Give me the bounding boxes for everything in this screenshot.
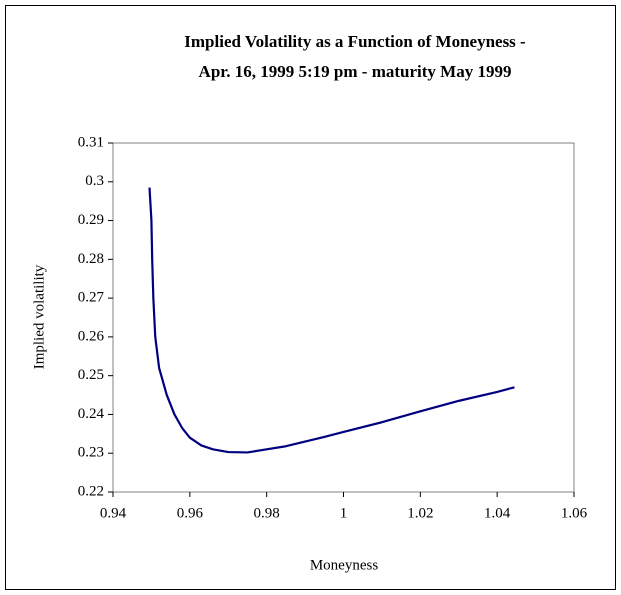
y-tick-label: 0.27: [78, 290, 105, 306]
y-tick-label: 0.24: [78, 406, 105, 422]
x-tick-label: 1: [340, 505, 348, 521]
x-tick-label: 1.06: [561, 505, 588, 521]
y-tick-label: 0.22: [78, 483, 104, 499]
x-tick-label: 1.04: [484, 505, 511, 521]
x-tick-label: 0.96: [177, 505, 204, 521]
y-tick-label: 0.28: [78, 251, 104, 267]
x-tick-label: 0.98: [254, 505, 280, 521]
y-tick-label: 0.25: [78, 367, 104, 383]
y-tick-label: 0.31: [78, 134, 104, 150]
x-tick-label: 0.94: [100, 505, 127, 521]
y-tick-label: 0.29: [78, 212, 104, 228]
line: [148, 187, 515, 454]
y-tick-label: 0.23: [78, 445, 104, 461]
x-axis-label: Moneyness: [310, 557, 378, 573]
x-tick-label: 1.02: [407, 505, 433, 521]
y-tick-label: 0.3: [85, 173, 104, 189]
y-axis-label: Implied volatility: [31, 264, 47, 369]
chart-title: Apr. 16, 1999 5:19 pm - maturity May 199…: [199, 62, 512, 81]
plot-area: [112, 142, 575, 493]
y-tick-label: 0.26: [78, 328, 105, 344]
chart-title: Implied Volatility as a Function of Mone…: [184, 32, 526, 51]
